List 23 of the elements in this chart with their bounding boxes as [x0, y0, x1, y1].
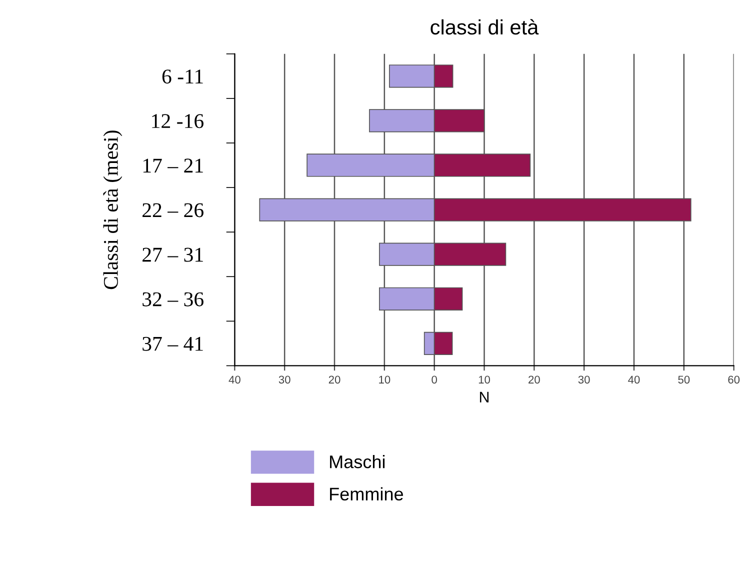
x-tick-label: 40	[628, 376, 640, 384]
y-axis-title: Classi di età (mesi)	[103, 130, 122, 290]
x-tick-label: 50	[678, 376, 690, 384]
x-tick-label: 60	[728, 376, 740, 384]
x-tick-label: 30	[578, 376, 590, 384]
x-tick-label: 10	[379, 376, 390, 384]
y-tick-label: 12 -16	[152, 114, 204, 128]
x-tick-label: 30	[278, 376, 290, 384]
chart-title: classi di età	[430, 19, 539, 35]
y-tick-label: 17 – 21	[143, 158, 203, 172]
x-tick-label: 0	[432, 376, 437, 384]
y-tick-label: 37 – 41	[142, 336, 203, 351]
x-tick-label: 40	[228, 376, 240, 384]
y-tick-label: 6 -11	[162, 70, 203, 84]
x-tick-label: 10	[478, 376, 490, 384]
x-axis-title: N	[480, 392, 489, 402]
y-tick-label: 27 – 31	[142, 248, 203, 262]
y-tick-label: 22 – 26	[142, 203, 204, 218]
legend-label: Maschi	[330, 455, 385, 468]
x-tick-label: 20	[328, 376, 340, 384]
legend-label: Femmine	[330, 487, 404, 500]
x-tick-label: 20	[528, 376, 540, 384]
y-tick-label: 32 – 36	[142, 292, 204, 306]
